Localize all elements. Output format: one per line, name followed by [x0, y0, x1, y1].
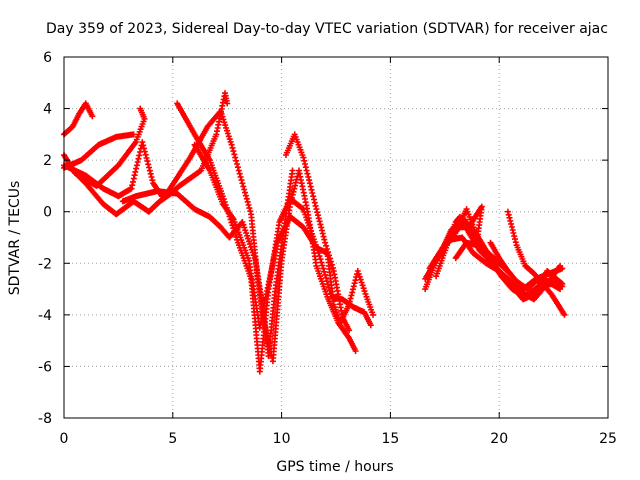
grid — [64, 57, 608, 418]
x-tick-label: 25 — [599, 431, 617, 447]
data-point-markers — [446, 203, 485, 241]
x-tick-label: 15 — [381, 431, 399, 447]
data-point-markers — [61, 100, 96, 138]
y-tick-label: -8 — [38, 411, 52, 427]
y-tick-label: 6 — [43, 50, 52, 66]
ticks — [63, 56, 609, 419]
x-tick-label: 5 — [168, 431, 177, 447]
data-point-markers — [283, 131, 353, 334]
x-tick-label: 20 — [490, 431, 508, 447]
y-tick-label: -6 — [38, 359, 52, 375]
series-track-1 — [61, 100, 96, 138]
y-tick-label: -4 — [38, 308, 52, 324]
data-series — [61, 90, 568, 375]
series-track-15 — [446, 203, 485, 241]
y-tick-label: 2 — [43, 153, 52, 169]
series-track-9 — [191, 141, 376, 331]
series-track-18 — [487, 239, 566, 293]
plot-frame — [63, 56, 609, 419]
tick-labels: 0 5 10 15 20 25 -8 -6 -4 -2 0 2 4 6 — [38, 50, 617, 447]
data-point-markers — [487, 239, 566, 293]
data-point-markers — [61, 131, 137, 171]
y-tick-label: 4 — [43, 102, 52, 118]
x-tick-label: 10 — [273, 431, 291, 447]
data-point-markers — [191, 141, 376, 331]
chart-title: Day 359 of 2023, Sidereal Day-to-day VTE… — [46, 21, 608, 37]
series-track-10 — [283, 131, 353, 334]
y-tick-label: 0 — [43, 205, 52, 221]
x-tick-label: 0 — [60, 431, 69, 447]
series-track-6 — [119, 167, 296, 360]
y-axis-label: SDTVAR / TECUs — [7, 181, 23, 296]
y-tick-label: -2 — [38, 256, 52, 272]
x-axis-label: GPS time / hours — [276, 459, 393, 475]
series-track-3 — [61, 131, 137, 171]
data-point-markers — [119, 167, 296, 360]
